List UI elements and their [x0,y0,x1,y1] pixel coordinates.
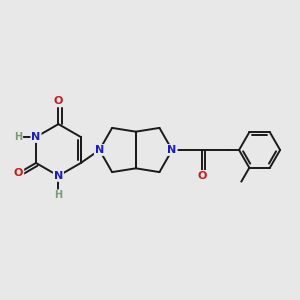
Text: H: H [15,132,23,142]
Text: N: N [167,145,177,155]
Text: O: O [14,168,23,178]
Text: N: N [95,145,104,155]
Text: O: O [54,96,63,106]
Text: N: N [54,171,63,181]
Text: N: N [32,132,40,142]
Text: O: O [197,171,207,181]
Text: H: H [54,190,62,200]
